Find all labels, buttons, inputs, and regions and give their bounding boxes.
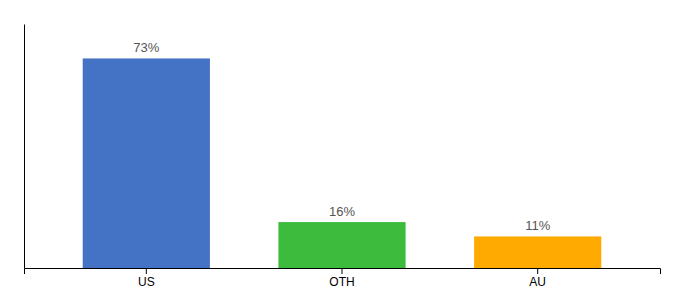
x-axis: US OTH AU — [25, 268, 661, 289]
data-labels: 73% 16% 11% — [133, 40, 550, 233]
y-axis — [24, 25, 25, 269]
chart-svg: US OTH AU 73% 16% 11% — [0, 0, 680, 300]
bars — [83, 58, 602, 268]
bar — [83, 58, 210, 268]
chart-container: US OTH AU 73% 16% 11% — [0, 0, 680, 300]
bar — [474, 236, 601, 268]
x-tick: AU — [529, 268, 546, 289]
data-label: 73% — [133, 40, 159, 55]
data-label: 16% — [329, 204, 355, 219]
x-tick-mark — [537, 268, 538, 274]
x-tick-mark — [146, 268, 147, 274]
x-tick: US — [138, 268, 155, 289]
x-tick-label: AU — [529, 275, 546, 289]
y-axis-line — [24, 25, 25, 269]
data-label: 11% — [525, 218, 550, 233]
x-tick-mark — [342, 268, 343, 274]
x-tick-label: US — [138, 275, 155, 289]
x-axis-line — [25, 269, 661, 275]
x-tick: OTH — [329, 268, 354, 289]
bar — [278, 222, 405, 268]
x-tick-label: OTH — [329, 275, 354, 289]
plot: US OTH AU 73% 16% 11% — [25, 25, 661, 289]
